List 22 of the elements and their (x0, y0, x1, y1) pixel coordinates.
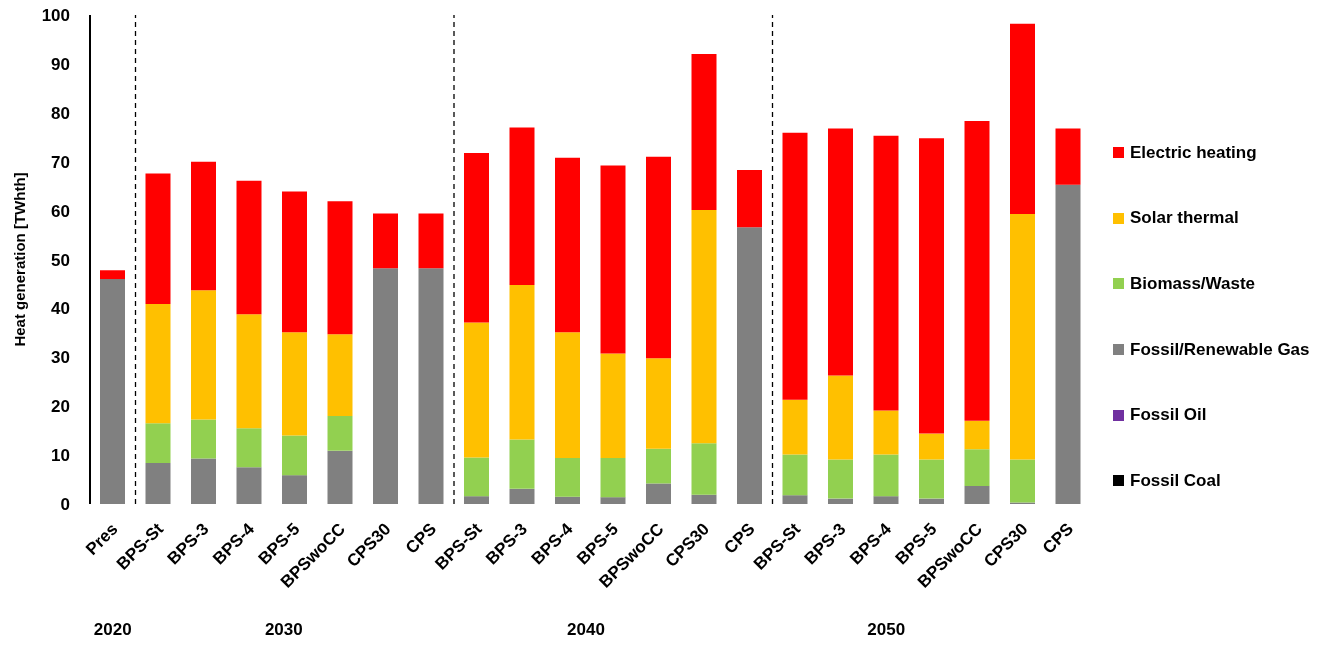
text: 2040 (566, 620, 606, 640)
y-tick-label: 90 (51, 54, 70, 74)
legend-label: Fossil/Renewable Gas (1130, 339, 1310, 360)
legend-label: Biomass/Waste (1130, 273, 1256, 294)
y-tick-label: 0 (60, 495, 70, 515)
y-tick-label: 30 (51, 348, 70, 368)
text: 2030 (263, 620, 304, 640)
y-tick-label: 50 (51, 250, 70, 270)
y-tick-label: 40 (51, 299, 70, 319)
text: 2020 (92, 620, 133, 640)
text: 2050 (866, 620, 907, 640)
y-tick-label: 20 (51, 397, 70, 417)
legend-label: Solar thermal (1130, 208, 1239, 229)
y-tick-label: 10 (51, 446, 70, 466)
y-tick-label: 60 (51, 201, 70, 221)
y-axis-title: Heat generation [TWhth] (10, 172, 28, 347)
y-tick-label: 80 (51, 103, 70, 123)
legend-label: Fossil Oil (1130, 405, 1207, 426)
legend-label: Fossil Coal (1130, 470, 1221, 491)
y-tick-label: 70 (51, 152, 70, 172)
legend-label: Electric heating (1130, 142, 1257, 163)
y-tick-label: 100 (41, 6, 70, 26)
